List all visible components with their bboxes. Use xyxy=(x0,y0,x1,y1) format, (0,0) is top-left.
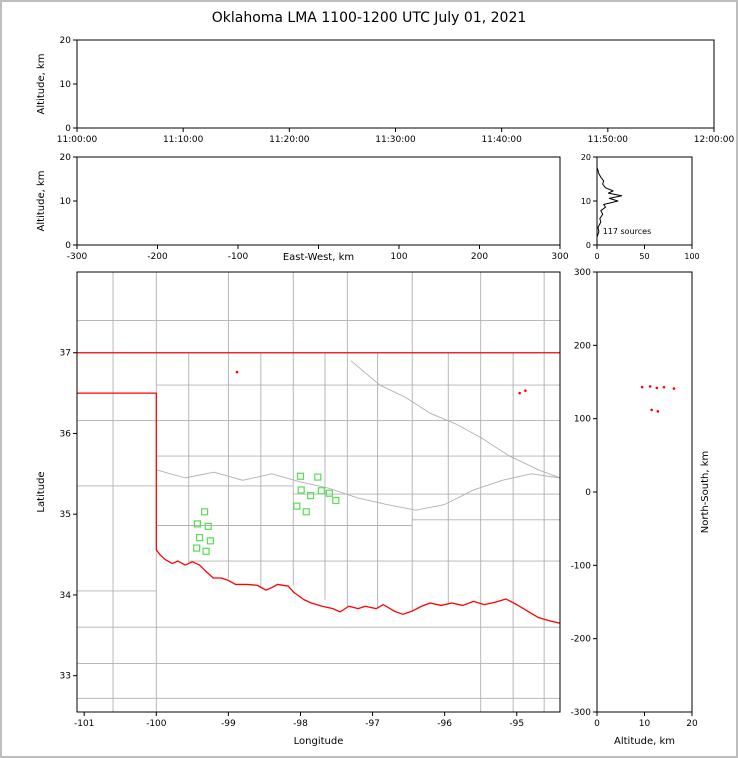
svg-text:East-West, km: East-West, km xyxy=(283,252,354,263)
svg-text:-99: -99 xyxy=(221,719,236,729)
svg-text:-98: -98 xyxy=(293,719,308,729)
svg-text:-101: -101 xyxy=(74,719,94,729)
svg-text:200: 200 xyxy=(574,341,591,351)
vhf-sources-map xyxy=(235,370,527,395)
panel-altitude-histogram: 0 50 100 0 10 20 117 sources xyxy=(581,153,700,261)
svg-text:36: 36 xyxy=(60,429,72,439)
svg-text:35: 35 xyxy=(60,510,71,520)
svg-text:100: 100 xyxy=(390,252,407,262)
svg-text:100: 100 xyxy=(684,252,699,261)
svg-text:Longitude: Longitude xyxy=(294,736,344,747)
panel-time-height: 11:00:00 11:10:00 11:20:00 11:30:00 11:40:00… xyxy=(36,36,734,145)
svg-text:117 sources: 117 sources xyxy=(603,227,652,236)
svg-text:-300: -300 xyxy=(67,252,88,262)
svg-text:300: 300 xyxy=(574,268,591,278)
svg-text:-100: -100 xyxy=(571,561,592,571)
svg-text:11:00:00: 11:00:00 xyxy=(57,135,98,145)
svg-text:34: 34 xyxy=(60,591,72,601)
rivers xyxy=(156,360,560,511)
svg-text:300: 300 xyxy=(551,252,568,262)
svg-text:200: 200 xyxy=(471,252,488,262)
county-borders xyxy=(77,272,560,712)
svg-text:0: 0 xyxy=(594,252,599,261)
lma-stations xyxy=(193,472,340,555)
svg-text:37: 37 xyxy=(60,349,71,359)
svg-text:10: 10 xyxy=(60,197,72,207)
altitude-source-histogram xyxy=(597,167,623,238)
svg-text:11:40:00: 11:40:00 xyxy=(481,135,522,145)
svg-text:Latitude: Latitude xyxy=(36,471,47,512)
panel-east-west-height: -300 -200 -100 100 200 300 0 10 20 East-West, km A… xyxy=(36,153,569,263)
svg-text:-300: -300 xyxy=(571,708,592,718)
svg-text:0: 0 xyxy=(65,241,71,251)
svg-text:0: 0 xyxy=(586,241,591,250)
svg-text:-100: -100 xyxy=(228,252,249,262)
svg-text:20: 20 xyxy=(60,153,72,163)
svg-text:20: 20 xyxy=(686,719,698,729)
svg-text:11:50:00: 11:50:00 xyxy=(588,135,629,145)
svg-text:-96: -96 xyxy=(437,719,452,729)
svg-text:20: 20 xyxy=(581,153,591,162)
svg-text:Altitude, km: Altitude, km xyxy=(36,54,47,115)
figure-title: Oklahoma LMA 1100-1200 UTC July 01, 2021 xyxy=(211,10,527,26)
svg-text:-100: -100 xyxy=(146,719,167,729)
svg-text:11:20:00: 11:20:00 xyxy=(269,135,310,145)
svg-text:33: 33 xyxy=(60,672,71,682)
panel-plan-view-map: -101 -100 -99 -98 -97 -96 -95 33 34 35 36 37 Longitu… xyxy=(36,271,561,747)
svg-text:North-South, km: North-South, km xyxy=(700,451,711,534)
svg-text:10: 10 xyxy=(581,197,591,206)
svg-text:11:10:00: 11:10:00 xyxy=(163,135,204,145)
svg-text:-95: -95 xyxy=(509,719,524,729)
svg-text:11:30:00: 11:30:00 xyxy=(375,135,416,145)
panel-north-south-altitude: 0 10 20 -300 -200 -100 0 100 200 300 Altitude, km N… xyxy=(571,268,711,747)
svg-text:20: 20 xyxy=(60,36,72,46)
svg-text:-200: -200 xyxy=(147,252,168,262)
svg-text:12:00:00: 12:00:00 xyxy=(694,135,735,145)
svg-text:50: 50 xyxy=(639,252,649,261)
svg-text:100: 100 xyxy=(574,415,591,425)
svg-text:10: 10 xyxy=(639,719,651,729)
svg-text:10: 10 xyxy=(60,80,72,90)
svg-text:0: 0 xyxy=(585,488,591,498)
svg-text:-200: -200 xyxy=(571,635,592,645)
svg-text:0: 0 xyxy=(65,124,71,134)
vhf-sources-ns xyxy=(640,385,676,413)
svg-text:-97: -97 xyxy=(365,719,380,729)
svg-text:0: 0 xyxy=(594,719,600,729)
oklahoma-border xyxy=(77,392,560,624)
svg-text:Altitude, km: Altitude, km xyxy=(614,736,675,747)
svg-text:Altitude, km: Altitude, km xyxy=(36,171,47,232)
